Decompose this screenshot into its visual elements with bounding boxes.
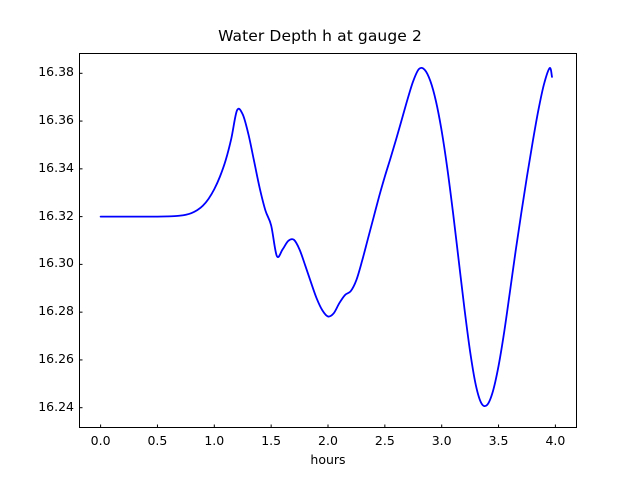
y-tick-label: 16.26 [38, 350, 74, 366]
x-tick-label: 0.0 [90, 433, 111, 448]
x-tick-label: 1.0 [204, 433, 225, 448]
x-tick-label: 3.0 [431, 433, 452, 448]
y-tick-label: 16.34 [38, 159, 74, 175]
x-tick-label: 0.5 [147, 433, 168, 448]
y-tick-label: 16.24 [38, 398, 74, 414]
chart-title: Water Depth h at gauge 2 [218, 27, 422, 45]
x-axis-ticks [100, 424, 556, 428]
x-tick-label: 3.5 [488, 433, 509, 448]
data-line-series-0 [99, 66, 553, 408]
y-tick-label: 16.30 [38, 255, 74, 271]
x-axis-label: hours [310, 452, 346, 467]
y-axis-tick-labels: 16.24 16.26 16.28 16.30 16.32 16.34 16.36 16.38 [8, 0, 74, 480]
y-tick-label: 16.36 [38, 112, 74, 128]
x-tick-label: 4.0 [545, 433, 566, 448]
y-tick-label: 16.32 [38, 207, 74, 223]
y-axis-ticks [79, 72, 83, 409]
axes-frame [79, 53, 577, 428]
plot-area [79, 53, 577, 428]
y-tick-label: 16.38 [38, 64, 74, 80]
x-tick-label: 2.5 [374, 433, 395, 448]
line-chart-svg [79, 53, 577, 428]
x-tick-label: 2.0 [318, 433, 338, 448]
x-tick-label: 1.5 [261, 433, 282, 448]
y-tick-label: 16.28 [38, 303, 74, 319]
